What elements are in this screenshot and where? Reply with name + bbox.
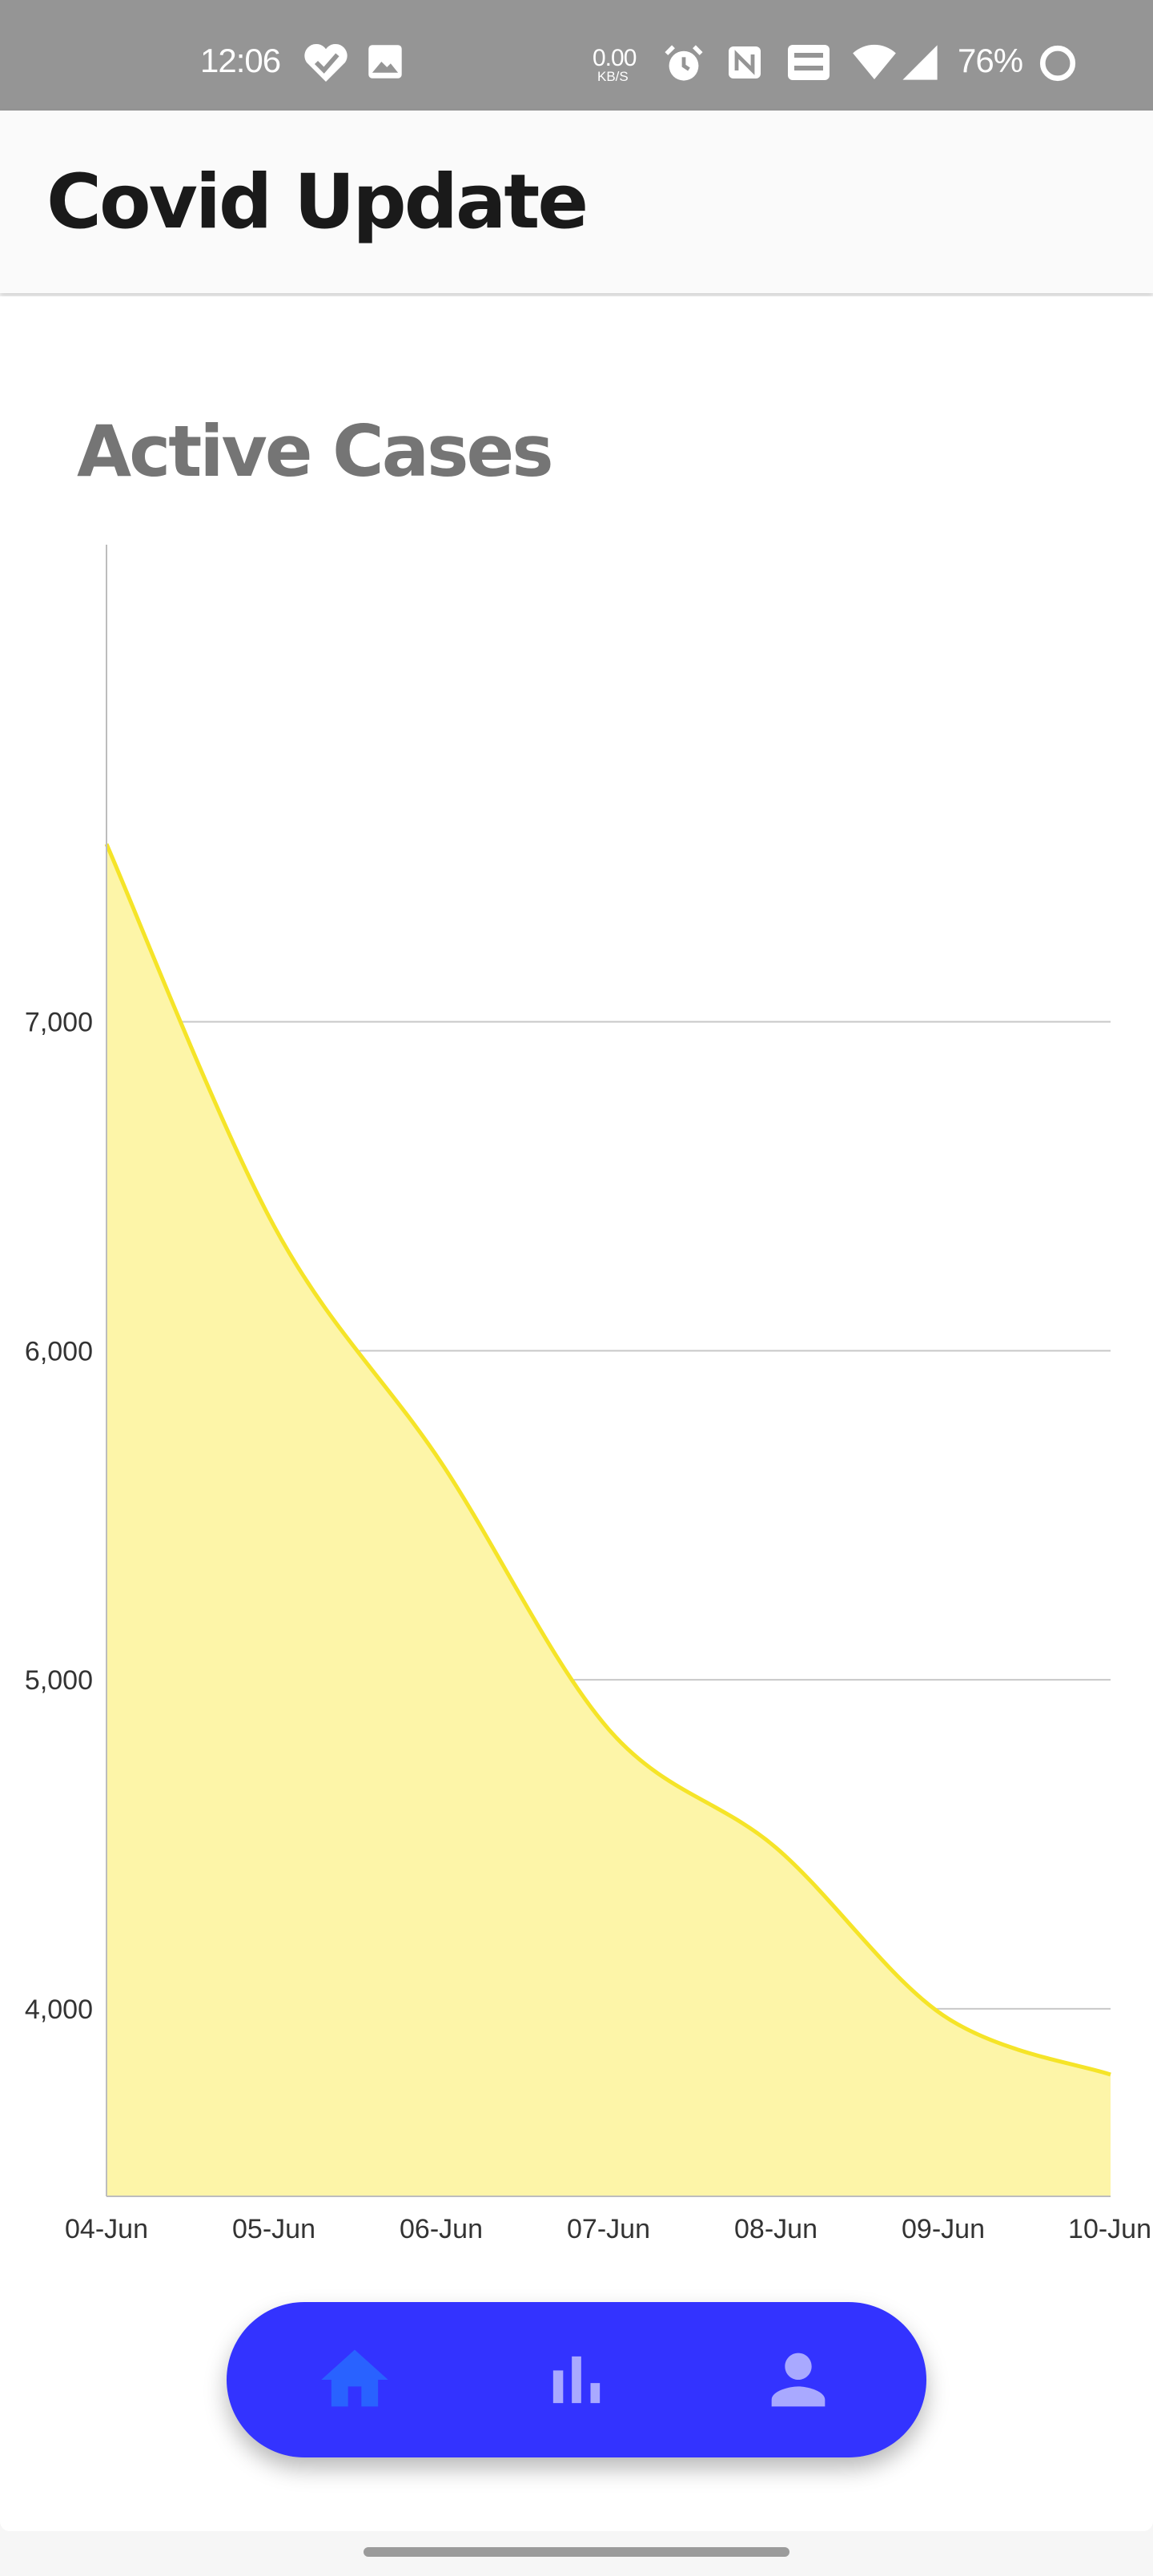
status-time: 12:06 bbox=[200, 42, 281, 79]
x-tick-label: 09-Jun bbox=[902, 2214, 985, 2244]
page-title: Covid Update bbox=[46, 159, 589, 246]
nfc-icon bbox=[725, 43, 764, 86]
person-icon bbox=[771, 2353, 826, 2407]
nav-stats-button[interactable] bbox=[536, 2340, 617, 2420]
x-axis-tick-labels: 04-Jun 05-Jun 06-Jun 07-Jun 08-Jun 09-Jun 10-J… bbox=[65, 2214, 1151, 2244]
net-speed-value: 0.00 bbox=[593, 45, 637, 71]
chart-card: Active Cases 4,000 5,000 6,000 7,000 04-Jun… bbox=[0, 296, 1153, 2531]
bottom-nav bbox=[227, 2302, 926, 2457]
image-icon bbox=[367, 43, 404, 84]
nav-home-button[interactable] bbox=[315, 2340, 395, 2420]
x-tick-label: 05-Jun bbox=[232, 2214, 315, 2244]
home-icon-path bbox=[321, 2349, 388, 2407]
x-tick-label: 08-Jun bbox=[734, 2214, 818, 2244]
health-heart-icon bbox=[303, 43, 349, 86]
x-tick-label: 07-Jun bbox=[567, 2214, 650, 2244]
status-bar: 12:06 0.00 KB/S 76% bbox=[0, 0, 1153, 111]
y-tick-label: 4,000 bbox=[25, 1994, 93, 2025]
battery-percent: 76% bbox=[958, 42, 1023, 79]
series-line bbox=[104, 843, 1111, 2077]
nav-profile-button[interactable] bbox=[758, 2340, 838, 2420]
battery-ring-icon bbox=[1038, 43, 1078, 87]
alarm-icon bbox=[663, 43, 705, 89]
chart-title: Active Cases bbox=[77, 410, 554, 493]
cell-signal-icon bbox=[900, 43, 940, 86]
x-tick-label: 04-Jun bbox=[65, 2214, 148, 2244]
x-tick-label: 06-Jun bbox=[400, 2214, 483, 2244]
y-tick-label: 6,000 bbox=[25, 1336, 93, 1366]
y-axis-tick-labels: 4,000 5,000 6,000 7,000 bbox=[25, 1008, 93, 2025]
net-speed-unit: KB/S bbox=[597, 69, 629, 84]
x-tick-label: 10-Jun bbox=[1068, 2214, 1151, 2244]
home-icon bbox=[321, 2349, 388, 2407]
y-tick-label: 7,000 bbox=[25, 1008, 93, 1038]
vowifi-icon bbox=[786, 43, 831, 86]
bar-chart-icon bbox=[552, 2356, 601, 2404]
y-tick-label: 5,000 bbox=[25, 1665, 93, 1696]
area-fill bbox=[106, 843, 1111, 2196]
app-bar: Covid Update bbox=[0, 111, 1153, 293]
bar-chart-icon-path bbox=[552, 2356, 601, 2404]
person-icon-path bbox=[771, 2353, 826, 2407]
home-indicator[interactable] bbox=[364, 2547, 789, 2557]
wifi-icon bbox=[852, 43, 897, 86]
